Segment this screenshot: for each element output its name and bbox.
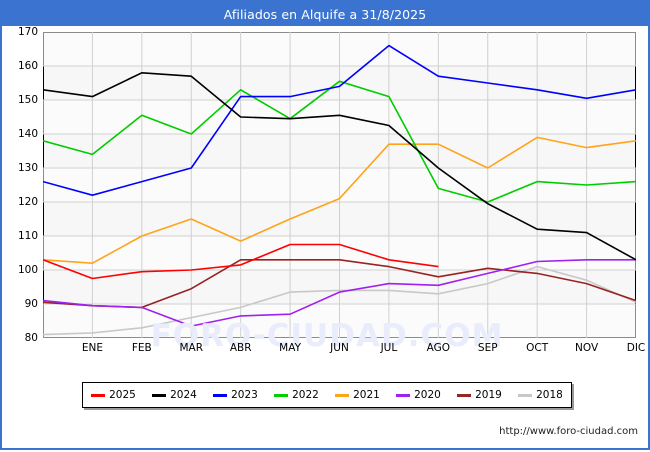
series-line-2018 bbox=[43, 265, 636, 336]
series-line-2019 bbox=[43, 259, 636, 309]
legend-item-2025[interactable]: 2025 bbox=[91, 389, 136, 401]
y-axis-tick-label: 100 bbox=[17, 264, 38, 276]
plot-area bbox=[43, 32, 636, 338]
legend-label: 2024 bbox=[170, 389, 197, 401]
x-axis-tick-label-ago: AGO bbox=[426, 342, 451, 354]
legend-swatch-icon bbox=[91, 393, 106, 397]
footer-url: http://www.foro-ciudad.com bbox=[499, 426, 638, 437]
legend-item-2020[interactable]: 2020 bbox=[396, 389, 441, 401]
y-axis-tick-label: 130 bbox=[17, 162, 38, 174]
data-series-lines bbox=[43, 44, 636, 336]
x-axis-tick-label-jul: JUL bbox=[380, 342, 398, 354]
legend-label: 2021 bbox=[353, 389, 380, 401]
chart-legend: 2025 2024 2023 2022 2021 2020 2019 2018 bbox=[82, 382, 572, 408]
legend-swatch-icon bbox=[274, 393, 289, 397]
y-axis-tick-label: 160 bbox=[17, 60, 38, 72]
legend-swatch-icon bbox=[213, 393, 228, 397]
y-axis-tick-label: 90 bbox=[24, 298, 38, 310]
x-axis-tick-label-may: MAY bbox=[279, 342, 301, 354]
x-axis-tick-label-jun: JUN bbox=[330, 342, 349, 354]
legend-item-2019[interactable]: 2019 bbox=[457, 389, 502, 401]
y-axis-tick-label: 80 bbox=[24, 332, 38, 344]
x-axis-tick-label-oct: OCT bbox=[526, 342, 549, 354]
y-axis-tick-label: 110 bbox=[17, 230, 38, 242]
page-title: Afiliados en Alquife a 31/8/2025 bbox=[223, 6, 427, 22]
legend-label: 2022 bbox=[292, 389, 319, 401]
legend-item-2018[interactable]: 2018 bbox=[518, 389, 563, 401]
y-axis-tick-label: 150 bbox=[17, 94, 38, 106]
x-axis-tick-label-feb: FEB bbox=[131, 342, 152, 354]
x-axis-tick-label-sep: SEP bbox=[477, 342, 498, 354]
y-axis-tick-label: 170 bbox=[17, 26, 38, 38]
x-axis-tick-label-nov: NOV bbox=[575, 342, 599, 354]
legend-swatch-icon bbox=[335, 393, 350, 397]
x-axis-tick-label-ene: ENE bbox=[81, 342, 103, 354]
x-axis-tick-label-mar: MAR bbox=[179, 342, 204, 354]
legend-label: 2018 bbox=[536, 389, 563, 401]
x-axis-labels: ENE FEB MAR ABR MAY JUN JUL AGO SEP OCT NOV DIC bbox=[43, 342, 645, 358]
legend-label: 2019 bbox=[475, 389, 502, 401]
y-axis-tick-label: 140 bbox=[17, 128, 38, 140]
legend-swatch-icon bbox=[396, 393, 411, 397]
window-title-bar: Afiliados en Alquife a 31/8/2025 bbox=[2, 2, 648, 26]
legend-label: 2023 bbox=[231, 389, 258, 401]
legend-item-2023[interactable]: 2023 bbox=[213, 389, 258, 401]
legend-swatch-icon bbox=[152, 393, 167, 397]
y-axis-tick-label: 120 bbox=[17, 196, 38, 208]
legend-swatch-icon bbox=[518, 393, 533, 397]
grid-lines bbox=[43, 32, 636, 338]
legend-label: 2025 bbox=[109, 389, 136, 401]
legend-item-2024[interactable]: 2024 bbox=[152, 389, 197, 401]
series-line-2023 bbox=[43, 44, 636, 196]
series-line-2025 bbox=[43, 243, 439, 280]
legend-item-2022[interactable]: 2022 bbox=[274, 389, 319, 401]
x-axis-tick-label-abr: ABR bbox=[229, 342, 252, 354]
series-line-2024 bbox=[43, 72, 636, 261]
series-line-2021 bbox=[43, 136, 636, 264]
legend-swatch-icon bbox=[457, 393, 472, 397]
legend-item-2021[interactable]: 2021 bbox=[335, 389, 380, 401]
series-line-2022 bbox=[43, 80, 636, 203]
legend-label: 2020 bbox=[414, 389, 441, 401]
series-line-2020 bbox=[43, 259, 636, 327]
x-axis-tick-label-dic: DIC bbox=[626, 342, 646, 354]
